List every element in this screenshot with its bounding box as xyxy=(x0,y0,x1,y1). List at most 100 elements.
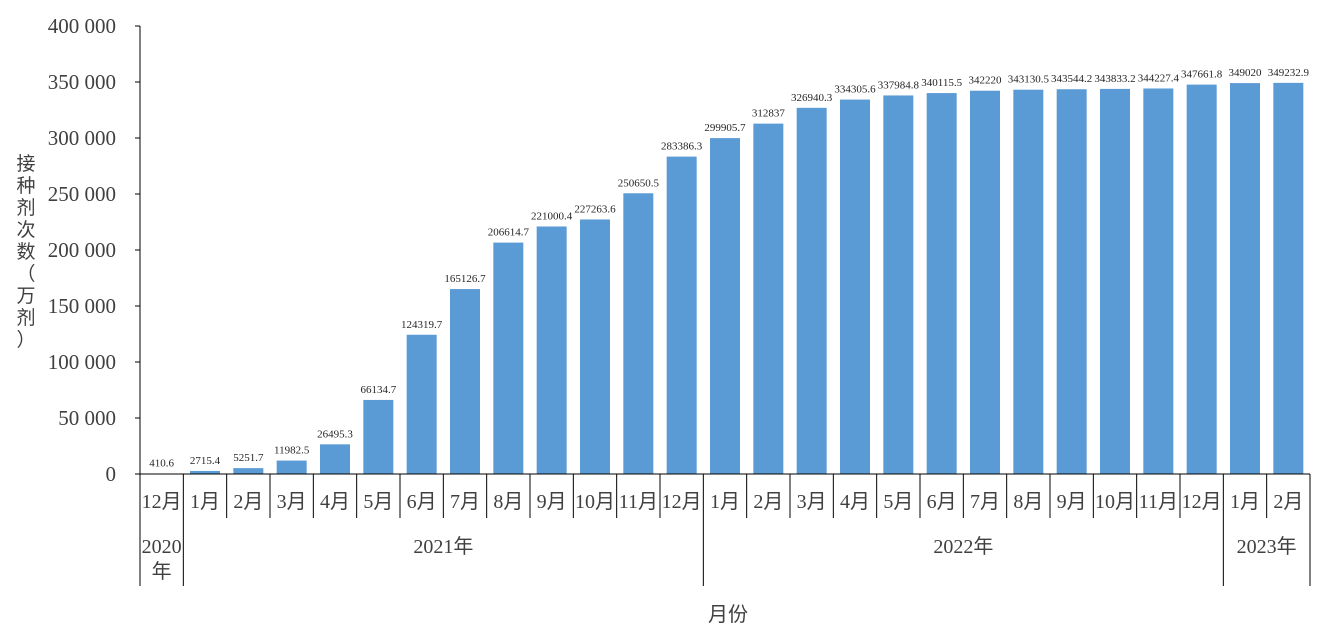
bar-value-label: 344227.4 xyxy=(1138,72,1180,84)
y-axis-title-char: （ xyxy=(16,263,35,285)
bar xyxy=(363,399,394,474)
y-axis-title-char: 剂 xyxy=(16,197,35,219)
y-tick-label: 250 000 xyxy=(48,182,116,206)
bar-value-label: 349232.9 xyxy=(1268,67,1310,79)
x-month-label: 11月 xyxy=(1139,491,1178,513)
bar-value-label: 340115.5 xyxy=(921,77,962,89)
bar xyxy=(190,470,220,474)
value-labels: 410.6 2715.4 5251.7 11982.5 26495.3 66134.7 12… xyxy=(149,67,1309,470)
bar-value-label: 343130.5 xyxy=(1008,74,1050,86)
y-axis-title-char: 万 xyxy=(16,285,35,307)
bar-value-label: 326940.3 xyxy=(791,92,833,104)
bar-value-label: 312837 xyxy=(752,108,786,120)
x-month-label: 5月 xyxy=(363,491,393,513)
x-month-label: 5月 xyxy=(883,491,913,513)
y-axis-title-char: 接 xyxy=(16,153,35,175)
bar xyxy=(796,107,827,474)
bar xyxy=(1186,84,1217,475)
bar-value-label: 283386.3 xyxy=(661,141,703,153)
bar-value-label: 221000.4 xyxy=(531,210,573,222)
bar xyxy=(320,444,350,474)
y-axis-title-char: 次 xyxy=(16,219,35,241)
y-tick-label: 300 000 xyxy=(48,126,116,150)
x-month-label: 7月 xyxy=(450,491,480,513)
x-month-label: 4月 xyxy=(320,491,350,513)
x-month-label: 8月 xyxy=(493,491,523,513)
bar-value-label: 342220 xyxy=(969,75,1003,87)
x-year-label: 2020 xyxy=(142,536,182,558)
x-month-label: 12月 xyxy=(1182,491,1222,513)
x-year-label: 2023年 xyxy=(1237,535,1297,558)
bar-value-label: 165126.7 xyxy=(444,273,486,285)
x-month-label: 1月 xyxy=(710,491,740,513)
bar xyxy=(970,90,1000,475)
bar-value-label: 5251.7 xyxy=(233,452,264,464)
y-axis-title-char: ） xyxy=(16,329,35,351)
y-axis-title-char: 剂 xyxy=(16,307,35,329)
x-year-label: 2021年 xyxy=(413,535,473,558)
x-axis-title: 月份 xyxy=(708,602,748,626)
x-month-label: 2月 xyxy=(753,491,783,513)
bar-value-label: 343833.2 xyxy=(1094,73,1135,85)
bar-value-label: 337984.8 xyxy=(878,79,920,91)
y-axis-title-char: 种 xyxy=(16,175,35,197)
bar-value-label: 410.6 xyxy=(149,458,174,470)
bar xyxy=(1143,88,1174,475)
x-month-label: 1月 xyxy=(190,491,220,513)
y-tick-label: 100 000 xyxy=(48,350,116,374)
bar xyxy=(450,289,480,474)
x-month-label: 12月 xyxy=(662,491,702,513)
x-month-label: 1月 xyxy=(1230,491,1260,513)
bar xyxy=(1056,89,1087,474)
x-month-label: 9月 xyxy=(1057,491,1087,513)
bar xyxy=(276,460,307,474)
x-month-label: 6月 xyxy=(407,491,437,513)
x-month-label: 12月 xyxy=(142,491,182,513)
bar-value-label: 227263.6 xyxy=(574,203,616,215)
bar xyxy=(710,138,740,474)
bar-value-label: 26495.3 xyxy=(317,428,353,440)
y-tick-label: 200 000 xyxy=(48,238,116,262)
x-month-label: 6月 xyxy=(927,491,957,513)
bar xyxy=(666,156,697,474)
y-axis-title-char: 数 xyxy=(16,241,35,263)
y-tick-label: 400 000 xyxy=(48,14,116,38)
x-month-label: 2月 xyxy=(1273,491,1303,513)
bar xyxy=(840,99,870,474)
bar xyxy=(1273,82,1304,474)
bar-value-label: 250650.5 xyxy=(618,177,660,189)
bar xyxy=(580,219,610,474)
x-month-label: 3月 xyxy=(277,491,307,513)
bar-value-label: 347661.8 xyxy=(1181,69,1223,81)
bars xyxy=(146,82,1304,475)
bar-value-label: 66134.7 xyxy=(360,384,396,396)
bar-value-label: 206614.7 xyxy=(488,227,530,239)
x-month-label: 11月 xyxy=(619,491,658,513)
bar xyxy=(623,193,654,475)
axes xyxy=(135,25,1311,586)
bar xyxy=(1013,89,1044,474)
y-tick-label: 50 000 xyxy=(58,406,116,430)
bar xyxy=(536,226,567,474)
x-month-label: 8月 xyxy=(1013,491,1043,513)
x-year-label-suffix: 年 xyxy=(152,560,172,583)
bar xyxy=(1230,83,1260,475)
bar-value-label: 334305.6 xyxy=(834,84,876,96)
bar xyxy=(1100,88,1130,475)
y-tick-label: 150 000 xyxy=(48,294,116,318)
x-year-label: 2022年 xyxy=(933,535,993,558)
bar-value-label: 11982.5 xyxy=(274,445,310,457)
y-axis-tick-labels: 0 50 000 100 000 150 000 200 000 250 000 300 0… xyxy=(48,14,116,486)
bar xyxy=(883,95,914,474)
y-tick-label: 350 000 xyxy=(48,70,116,94)
bar xyxy=(753,123,784,474)
bar xyxy=(406,334,437,474)
x-month-label: 10月 xyxy=(575,491,615,513)
bar xyxy=(493,242,524,474)
bar-value-label: 343544.2 xyxy=(1051,73,1092,85)
bar-value-label: 2715.4 xyxy=(190,455,221,467)
x-month-label: 4月 xyxy=(840,491,870,513)
